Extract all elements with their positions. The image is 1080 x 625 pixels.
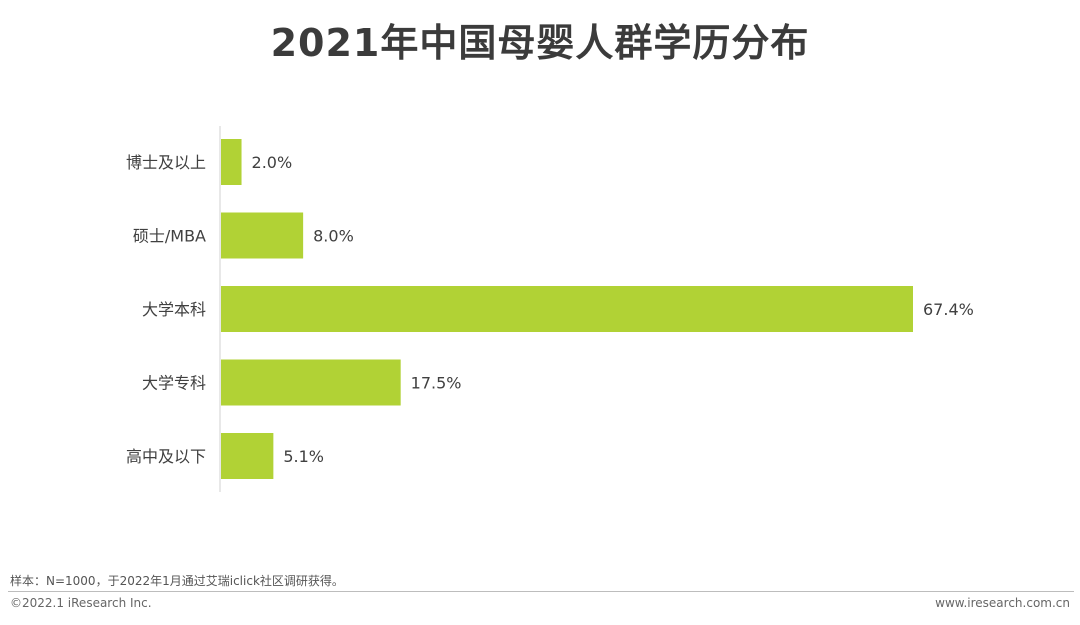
value-label: 67.4% bbox=[923, 300, 974, 319]
category-label: 博士及以上 bbox=[126, 153, 206, 172]
value-label: 8.0% bbox=[313, 227, 354, 246]
sample-note: 样本：N=1000，于2022年1月通过艾瑞iclick社区调研获得。 bbox=[10, 574, 344, 588]
value-label: 2.0% bbox=[252, 153, 293, 172]
footer-divider bbox=[8, 591, 1074, 592]
bar-4 bbox=[221, 433, 274, 479]
bars-group: 博士及以上 2.0% 硕士/MBA 8.0% 大学本科 67.4% 大学专科 17.5% 高中及… bbox=[126, 139, 974, 479]
bar-2 bbox=[221, 286, 913, 332]
bar-1 bbox=[221, 212, 304, 259]
website-link[interactable]: www.iresearch.com.cn bbox=[935, 596, 1070, 610]
category-label: 硕士/MBA bbox=[133, 227, 206, 246]
value-label: 17.5% bbox=[411, 374, 462, 393]
chart-title: 2021年中国母婴人群学历分布 bbox=[270, 21, 810, 65]
category-label: 高中及以下 bbox=[126, 447, 206, 466]
bar-chart: 博士及以上 2.0% 硕士/MBA 8.0% 大学本科 67.4% 大学专科 17.5% 高中及… bbox=[126, 126, 974, 492]
category-label: 大学专科 bbox=[142, 374, 206, 393]
value-label: 5.1% bbox=[283, 447, 324, 466]
category-label: 大学本科 bbox=[142, 300, 206, 319]
bar-0 bbox=[221, 139, 242, 185]
copyright-text: ©2022.1 iResearch Inc. bbox=[10, 596, 152, 610]
bar-3 bbox=[221, 359, 401, 406]
